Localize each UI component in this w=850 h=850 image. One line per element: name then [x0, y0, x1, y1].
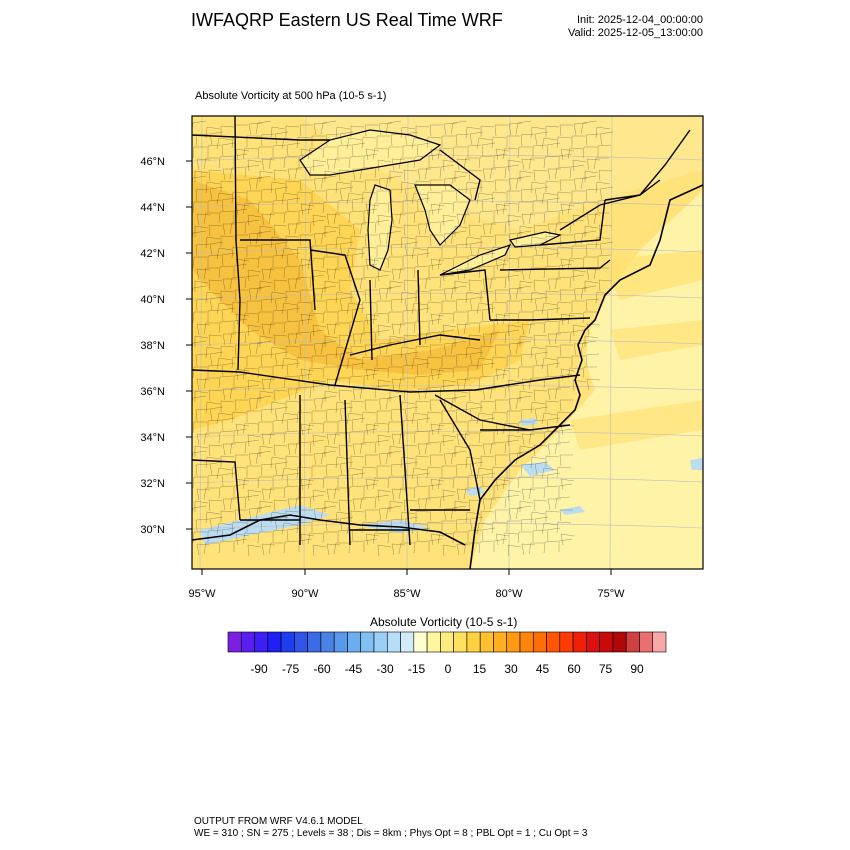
- colorbar-swatch: [453, 631, 468, 653]
- colorbar-swatch: [294, 631, 308, 653]
- colorbar-label: 90: [630, 662, 644, 676]
- lon-axis: 95°W 90°W 85°W 80°W 75°W: [188, 569, 625, 600]
- lon-tick-label: 85°W: [393, 588, 421, 600]
- gulf-coast: [192, 514, 466, 546]
- negative-patch: [690, 458, 703, 470]
- colorbar-swatch: [267, 631, 282, 653]
- colorbar-swatch: [532, 631, 547, 653]
- ocean-streak: [610, 320, 703, 360]
- colorbar-swatch: [639, 631, 654, 653]
- colorbar-label: -45: [345, 662, 363, 676]
- lon-tick-label: 90°W: [291, 588, 319, 600]
- colorbar-label: 0: [445, 662, 452, 676]
- negative-patch: [520, 462, 555, 476]
- lat-tick-label: 34°N: [140, 432, 165, 444]
- lon-tick-label: 75°W: [597, 588, 625, 600]
- map-frame: [191, 115, 704, 570]
- land-max-vorticity: [192, 180, 500, 375]
- lat-tick-label: 44°N: [140, 202, 165, 214]
- colorbar-swatch: [559, 631, 574, 653]
- colorbar-swatch: [652, 631, 667, 653]
- colorbar-label: 15: [473, 662, 487, 676]
- colorbar-swatch: [347, 631, 362, 653]
- coastline: [469, 184, 703, 569]
- colorbar-swatch: [519, 631, 534, 653]
- canada-border: [192, 129, 691, 231]
- colorbar-label: 30: [504, 662, 518, 676]
- county-borders: [192, 120, 614, 557]
- map-field: [192, 116, 703, 569]
- lake-michigan: [367, 184, 393, 271]
- colorbar-label: -90: [250, 662, 268, 676]
- state-borders: [192, 116, 661, 546]
- lat-axis: 46°N 44°N 42°N 40°N 38°N 36°N 34°N 32°N …: [140, 156, 192, 536]
- lat-tick-label: 42°N: [140, 248, 165, 260]
- colorbar: [227, 631, 667, 653]
- lon-tick-label: 80°W: [495, 588, 523, 600]
- colorbar-label: -60: [313, 662, 331, 676]
- negative-patch: [200, 505, 330, 545]
- main-title: IWFAQRP Eastern US Real Time WRF: [191, 10, 503, 30]
- lon-tick-label: 95°W: [188, 588, 216, 600]
- lat-tick-label: 46°N: [140, 156, 165, 168]
- colorbar-swatch: [400, 631, 415, 653]
- county-lines: [192, 120, 614, 557]
- colorbar-swatch: [254, 631, 269, 653]
- lat-tick-label: 36°N: [140, 386, 165, 398]
- init-time: Init: 2025-12-04_00:00:00: [577, 14, 703, 26]
- colorbar-swatch: [280, 631, 295, 653]
- colorbar-swatch: [466, 631, 481, 653]
- colorbar-label: 75: [599, 662, 613, 676]
- colorbar-swatch: [386, 631, 401, 653]
- lat-tick-label: 38°N: [140, 340, 165, 352]
- colorbar-swatch: [586, 631, 600, 653]
- colorbar-title: Absolute Vorticity (10-5 s-1): [370, 615, 518, 629]
- colorbar-swatch: [320, 631, 335, 653]
- footer-model: OUTPUT FROM WRF V4.6.1 MODEL: [194, 816, 363, 827]
- colorbar-swatch: [373, 631, 388, 653]
- plot-title: Absolute Vorticity at 500 hPa (10-5 s-1): [195, 90, 387, 102]
- colorbar-swatch: [240, 631, 255, 653]
- ocean-streak: [600, 250, 703, 300]
- colorbar-swatch: [599, 631, 614, 653]
- colorbar-swatch: [506, 631, 521, 653]
- colorbar-swatch: [493, 631, 508, 653]
- colorbar-swatch: [440, 631, 454, 653]
- lat-tick-label: 30°N: [140, 524, 165, 536]
- colorbar-label: -30: [376, 662, 394, 676]
- colorbar-swatch: [479, 631, 494, 653]
- lat-tick-label: 32°N: [140, 478, 165, 490]
- colorbar-swatch: [307, 631, 322, 653]
- negative-patch: [560, 506, 585, 515]
- colorbar-labels: -90 -75 -60 -45 -30 -15 0 15 30 45 60 75 90: [250, 662, 644, 676]
- lake-huron: [414, 184, 471, 246]
- colorbar-label: -75: [282, 662, 300, 676]
- colorbar-swatch: [426, 631, 441, 653]
- footer-config: WE = 310 ; SN = 275 ; Levels = 38 ; Dis …: [194, 828, 588, 839]
- colorbar-swatch: [572, 631, 587, 653]
- colorbar-swatch: [333, 631, 348, 653]
- colorbar-swatch: [612, 631, 627, 653]
- lat-tick-label: 40°N: [140, 294, 165, 306]
- valid-time: Valid: 2025-12-05_13:00:00: [568, 27, 703, 39]
- ocean-streak: [570, 400, 703, 450]
- colorbar-swatch: [546, 631, 561, 653]
- colorbar-swatch: [625, 631, 640, 653]
- colorbar-label: 45: [536, 662, 550, 676]
- colorbar-swatch: [360, 631, 375, 653]
- colorbar-label: 60: [567, 662, 581, 676]
- colorbar-swatch: [413, 631, 428, 653]
- colorbar-swatch: [227, 631, 242, 653]
- colorbar-label: -15: [408, 662, 426, 676]
